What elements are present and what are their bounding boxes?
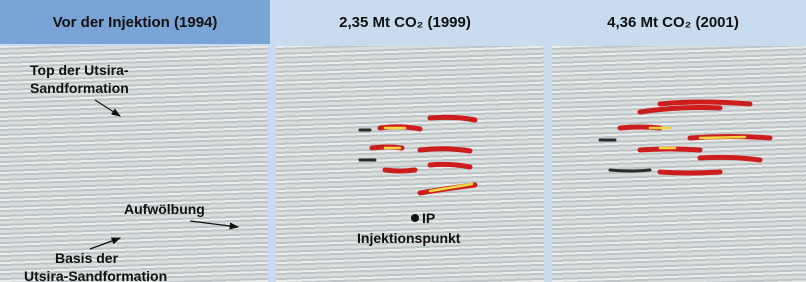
figure: Vor der Injektion (1994) 2,35 Mt CO₂ (19… bbox=[0, 0, 806, 282]
overlay: Top der Utsira- Sandformation Aufwölbung… bbox=[0, 0, 806, 282]
annotation: Top der Utsira- bbox=[30, 62, 129, 78]
annotation: IP bbox=[422, 210, 435, 226]
annotation: Aufwölbung bbox=[124, 201, 205, 217]
injection-point bbox=[411, 214, 419, 222]
annotation: Basis der bbox=[55, 250, 119, 266]
arrow bbox=[95, 100, 120, 116]
annotation: Injektionspunkt bbox=[357, 230, 461, 246]
annotation: Utsira-Sandformation bbox=[24, 268, 167, 282]
arrow bbox=[190, 221, 238, 227]
reflections bbox=[360, 102, 770, 193]
arrow bbox=[90, 238, 120, 249]
annotation: Sandformation bbox=[30, 80, 129, 96]
